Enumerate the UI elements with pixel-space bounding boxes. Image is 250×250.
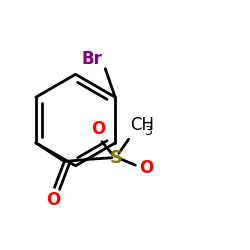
Text: CH: CH [130,116,154,134]
Text: 3: 3 [144,125,152,138]
Text: O: O [139,159,154,177]
Text: O: O [91,120,105,138]
Text: S: S [110,149,123,167]
Text: Br: Br [82,50,103,68]
Text: O: O [46,191,60,209]
